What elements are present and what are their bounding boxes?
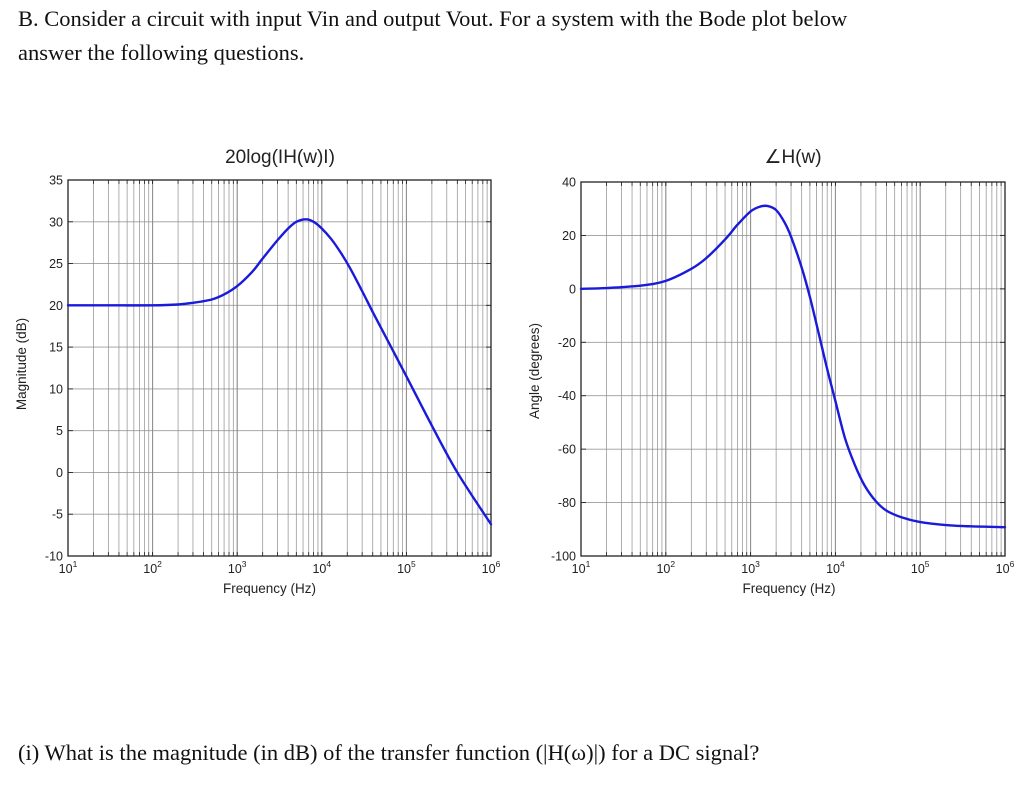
y-tick-label: 35	[49, 174, 63, 188]
x-tick-label: 105	[911, 559, 930, 576]
phase-curve	[579, 204, 1007, 529]
y-tick-label: -20	[558, 336, 576, 350]
y-axis-label: Angle (degrees)	[527, 323, 542, 419]
y-tick-label: 10	[49, 382, 63, 396]
chart-title: ∠H(w)	[764, 147, 821, 168]
x-tick-label: 106	[482, 559, 501, 576]
x-tick-label: 104	[826, 559, 845, 576]
y-tick-label: 0	[569, 282, 576, 296]
y-axis-label: Magnitude (dB)	[14, 318, 29, 410]
question-i: (i) What is the magnitude (in dB) of the…	[18, 740, 760, 765]
plot-area	[68, 180, 491, 556]
problem-intro-line-1: B. Consider a circuit with input Vin and…	[18, 6, 848, 31]
chart-title: 20log(IH(w)I)	[225, 147, 335, 168]
y-tick-label: -80	[558, 496, 576, 510]
y-tick-label: 20	[562, 229, 576, 243]
problem-statement: B. Consider a circuit with input Vin and…	[18, 2, 1008, 70]
x-axis-label: Frequency (Hz)	[223, 581, 316, 596]
y-tick-label: -100	[551, 550, 576, 564]
x-tick-label: 106	[996, 559, 1015, 576]
plot-frame	[67, 179, 492, 557]
x-tick-label: 103	[741, 559, 760, 576]
plot-area	[581, 182, 1005, 556]
magnitude-curve	[66, 218, 493, 526]
y-tick-label: 15	[49, 341, 63, 355]
y-tick-label: -60	[558, 443, 576, 457]
x-tick-label: 105	[397, 559, 416, 576]
x-tick-label: 103	[228, 559, 247, 576]
x-tick-label: 101	[572, 559, 591, 576]
y-tick-label: 30	[49, 215, 63, 229]
y-tick-label: 40	[562, 176, 576, 190]
y-tick-label: 5	[56, 424, 63, 438]
y-tick-label: 20	[49, 299, 63, 313]
problem-intro-line-2: answer the following questions.	[18, 40, 305, 65]
grid-lines	[581, 181, 1005, 557]
y-tick-label: 0	[56, 466, 63, 480]
y-tick-label: -40	[558, 389, 576, 403]
y-tick-label: -10	[45, 550, 63, 564]
x-axis-label: Frequency (Hz)	[742, 581, 835, 596]
x-tick-label: 104	[312, 559, 331, 576]
x-tick-label: 102	[656, 559, 675, 576]
x-tick-label: 101	[59, 559, 78, 576]
y-tick-label: 25	[49, 257, 63, 271]
plot-frame	[580, 181, 1006, 557]
y-tick-label: -5	[52, 508, 63, 522]
x-tick-label: 102	[143, 559, 162, 576]
grid-lines	[68, 179, 491, 557]
